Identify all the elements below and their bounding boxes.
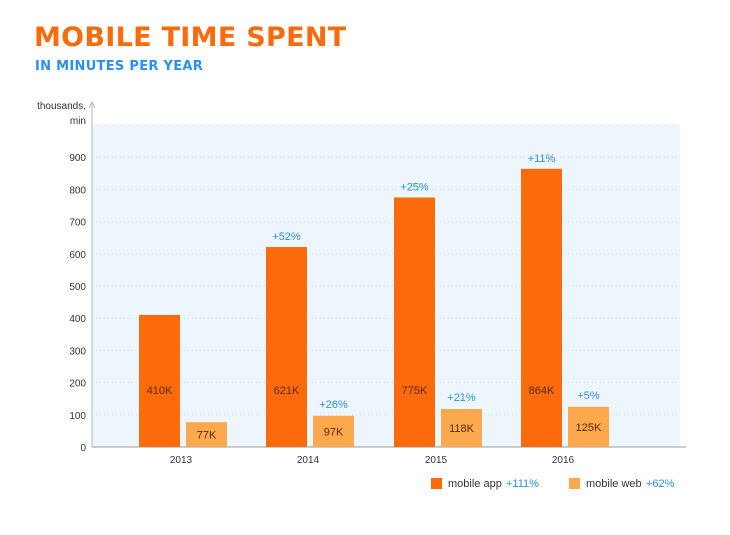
y-tick-label: 900 xyxy=(69,153,86,164)
bar-mobile-app-2013 xyxy=(139,314,180,447)
bar-value-label: 125K xyxy=(576,422,602,434)
bar-mobile-app-2015 xyxy=(394,197,435,447)
y-tick-label: 800 xyxy=(69,185,86,196)
bar-value-label: 77K xyxy=(197,430,217,442)
x-tick-label: 2013 xyxy=(170,455,193,466)
y-tick-label: 500 xyxy=(69,282,86,293)
bar-mobile-web-2016 xyxy=(568,406,609,447)
bar-mobile-web-2015 xyxy=(441,409,482,447)
bar-value-label: 621K xyxy=(274,385,300,397)
growth-label: +21% xyxy=(447,392,476,404)
legend-growth-mobile-web: +62% xyxy=(646,478,675,490)
y-tick-label: 200 xyxy=(69,379,86,390)
legend-label-mobile-web[interactable]: mobile web xyxy=(586,478,642,490)
growth-label: +52% xyxy=(272,231,301,243)
y-tick-label: 100 xyxy=(69,411,86,422)
legend[interactable]: mobile app +111% mobile web +62% xyxy=(431,478,675,490)
y-tick-label: 300 xyxy=(69,346,86,357)
x-tick-label: 2015 xyxy=(425,455,448,466)
y-axis-arrow xyxy=(88,100,96,109)
bar-value-label: 97K xyxy=(324,426,344,438)
growth-label: +26% xyxy=(319,399,348,411)
bar-mobile-web-2014 xyxy=(313,415,354,447)
growth-label: +11% xyxy=(528,153,556,165)
bar-mobile-app-2016 xyxy=(521,168,562,448)
y-tick-label: 400 xyxy=(69,314,86,325)
legend-swatch-mobile-app[interactable] xyxy=(431,478,442,489)
chart-subtitle: IN MINUTES PER YEAR xyxy=(35,59,204,74)
x-tick-label: 2014 xyxy=(297,455,320,466)
bar-mobile-app-2014 xyxy=(266,247,307,447)
chart-title: MOBILE TIME SPENT xyxy=(34,22,347,53)
legend-swatch-mobile-web[interactable] xyxy=(569,478,580,489)
y-tick-label: 0 xyxy=(80,443,86,454)
y-tick-label: 600 xyxy=(69,250,86,261)
bars xyxy=(139,168,609,448)
x-tick-label: 2016 xyxy=(552,455,575,466)
bar-mobile-web-2013 xyxy=(186,422,227,447)
growth-label: +25% xyxy=(400,181,429,193)
y-axis-label: thousands, min xyxy=(37,101,86,127)
bar-value-label: 775K xyxy=(402,385,428,397)
y-tick-label: 700 xyxy=(69,218,86,229)
bar-value-label: 864K xyxy=(529,385,555,397)
growth-label: +5% xyxy=(577,390,600,402)
bar-value-label: 410K xyxy=(147,385,173,397)
legend-label-mobile-app[interactable]: mobile app xyxy=(448,478,502,490)
labels: 0 100 200 300 400 500 600 700 800 900 410K 77K 2013 6… xyxy=(69,153,602,466)
legend-growth-mobile-app: +111% xyxy=(506,478,539,490)
bar-value-label: 118K xyxy=(449,423,475,435)
plot-background xyxy=(92,125,680,447)
